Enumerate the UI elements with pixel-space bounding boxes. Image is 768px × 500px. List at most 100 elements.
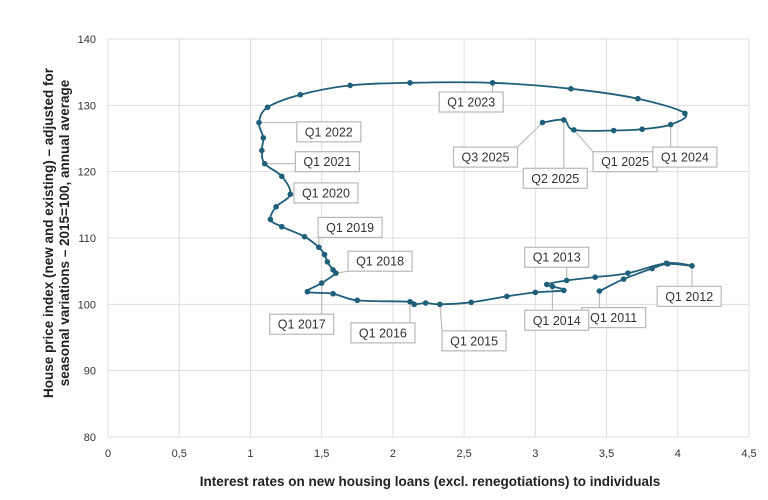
data-point: [563, 277, 570, 284]
annotation-text: Q1 2024: [661, 151, 709, 165]
annotation-box: [294, 151, 360, 173]
data-point: [297, 91, 304, 98]
annotation-text: Q1 2017: [278, 318, 326, 332]
data-point: [663, 260, 670, 267]
annotation-box: [441, 330, 507, 352]
data-point: [278, 223, 285, 230]
annotation-box: [317, 216, 383, 238]
data-point: [667, 121, 674, 128]
data-point: [592, 274, 598, 280]
data-point: [561, 117, 567, 123]
y-tick-label: 130: [78, 100, 96, 112]
y-tick-label: 80: [84, 432, 96, 444]
data-point: [316, 244, 322, 251]
data-point: [549, 283, 556, 290]
data-point: [330, 267, 336, 273]
annotation-label: Q3 2025: [452, 146, 519, 168]
annotation-box: [438, 91, 504, 113]
annotation-text: Q1 2011: [590, 311, 637, 325]
data-point: [649, 265, 655, 272]
annotation-label: Q1 2020: [293, 182, 359, 204]
data-point: [689, 263, 695, 269]
annotation-box: [296, 121, 362, 143]
data-point: [347, 82, 353, 89]
x-axis-title: Interest rates on new housing loans (exc…: [200, 474, 661, 489]
data-point: [261, 160, 268, 167]
data-point: [570, 127, 577, 133]
data-point: [620, 276, 627, 282]
y-axis-ticks: 80 90 100 110 120 130 140: [78, 34, 96, 444]
x-tick-label: 4,5: [741, 448, 756, 460]
x-tick-label: 1: [247, 448, 253, 460]
annotation-leaders: [258, 82, 693, 331]
data-point: [682, 110, 688, 117]
annotation-text: Q1 2018: [356, 255, 404, 269]
annotation-text: Q2 2025: [531, 172, 579, 186]
annotation-label: Q1 2023: [438, 91, 504, 113]
y-tick-label: 140: [78, 34, 96, 46]
data-point: [411, 301, 418, 308]
series-markers: [256, 79, 695, 308]
x-tick-label: 3: [532, 448, 538, 460]
annotation-box: [652, 146, 718, 168]
gridlines: [107, 38, 750, 438]
x-axis-ticks: 0 0,5 1 1,5 2 2,5 3 3,5 4 4,5: [105, 448, 757, 460]
annotation-box: [524, 309, 590, 331]
data-point: [635, 95, 641, 102]
data-point: [321, 251, 328, 258]
annotation-leader: [517, 122, 543, 148]
annotation-label: Q1 2017: [269, 313, 335, 335]
annotation-text: Q1 2023: [447, 96, 495, 110]
data-point: [324, 259, 331, 265]
y-tick-label: 120: [78, 167, 96, 179]
data-point: [407, 298, 413, 305]
data-point: [539, 119, 546, 126]
annotation-text: Q1 2012: [665, 290, 713, 304]
annotation-label: Q1 2019: [317, 216, 383, 238]
annotation-box: [656, 285, 722, 307]
y-tick-label: 100: [78, 299, 96, 311]
annotation-label: Q1 2011: [581, 307, 647, 329]
annotation-text: Q1 2014: [533, 314, 581, 328]
y-tick-label: 90: [84, 366, 96, 378]
data-point: [596, 288, 603, 294]
annotation-box: [293, 182, 359, 204]
annotation-box: [524, 246, 590, 268]
data-point: [264, 104, 271, 111]
data-point: [260, 135, 267, 141]
data-point: [330, 290, 336, 297]
annotation-box: [347, 250, 413, 272]
annotation-text: Q1 2020: [302, 186, 350, 200]
x-tick-label: 4: [675, 448, 681, 460]
annotation-box: [452, 146, 519, 168]
annotation-label: Q1 2013: [524, 246, 590, 268]
annotation-label: Q2 2025: [522, 167, 588, 189]
data-point: [610, 127, 617, 134]
data-point: [318, 280, 325, 286]
annotation-label: Q1 2016: [350, 322, 416, 344]
data-point: [301, 233, 308, 240]
data-point: [278, 173, 285, 180]
data-point: [561, 287, 567, 294]
y-axis-title-line2: seasonal variations – 2015=100, annual a…: [57, 79, 72, 386]
data-point: [468, 299, 475, 306]
annotation-box: [269, 313, 335, 335]
y-axis-title: House price index (new and existing) – a…: [41, 67, 72, 398]
annotation-label: Q1 2022: [296, 121, 362, 143]
x-tick-label: 0: [105, 448, 111, 460]
annotation-text: Q1 2019: [326, 221, 374, 235]
annotation-label: Q1 2021: [294, 151, 360, 173]
annotation-text: Q1 2022: [305, 125, 353, 139]
x-tick-label: 1,5: [314, 448, 329, 460]
data-point: [568, 85, 574, 92]
data-point: [407, 79, 413, 86]
annotation-text: Q1 2016: [359, 326, 407, 340]
data-point: [287, 191, 294, 198]
data-point: [259, 147, 265, 154]
x-tick-label: 2,5: [456, 448, 471, 460]
annotation-text: Q1 2025: [601, 155, 649, 169]
data-point: [437, 301, 443, 308]
annotation-leader: [573, 129, 594, 153]
data-point: [273, 204, 279, 210]
